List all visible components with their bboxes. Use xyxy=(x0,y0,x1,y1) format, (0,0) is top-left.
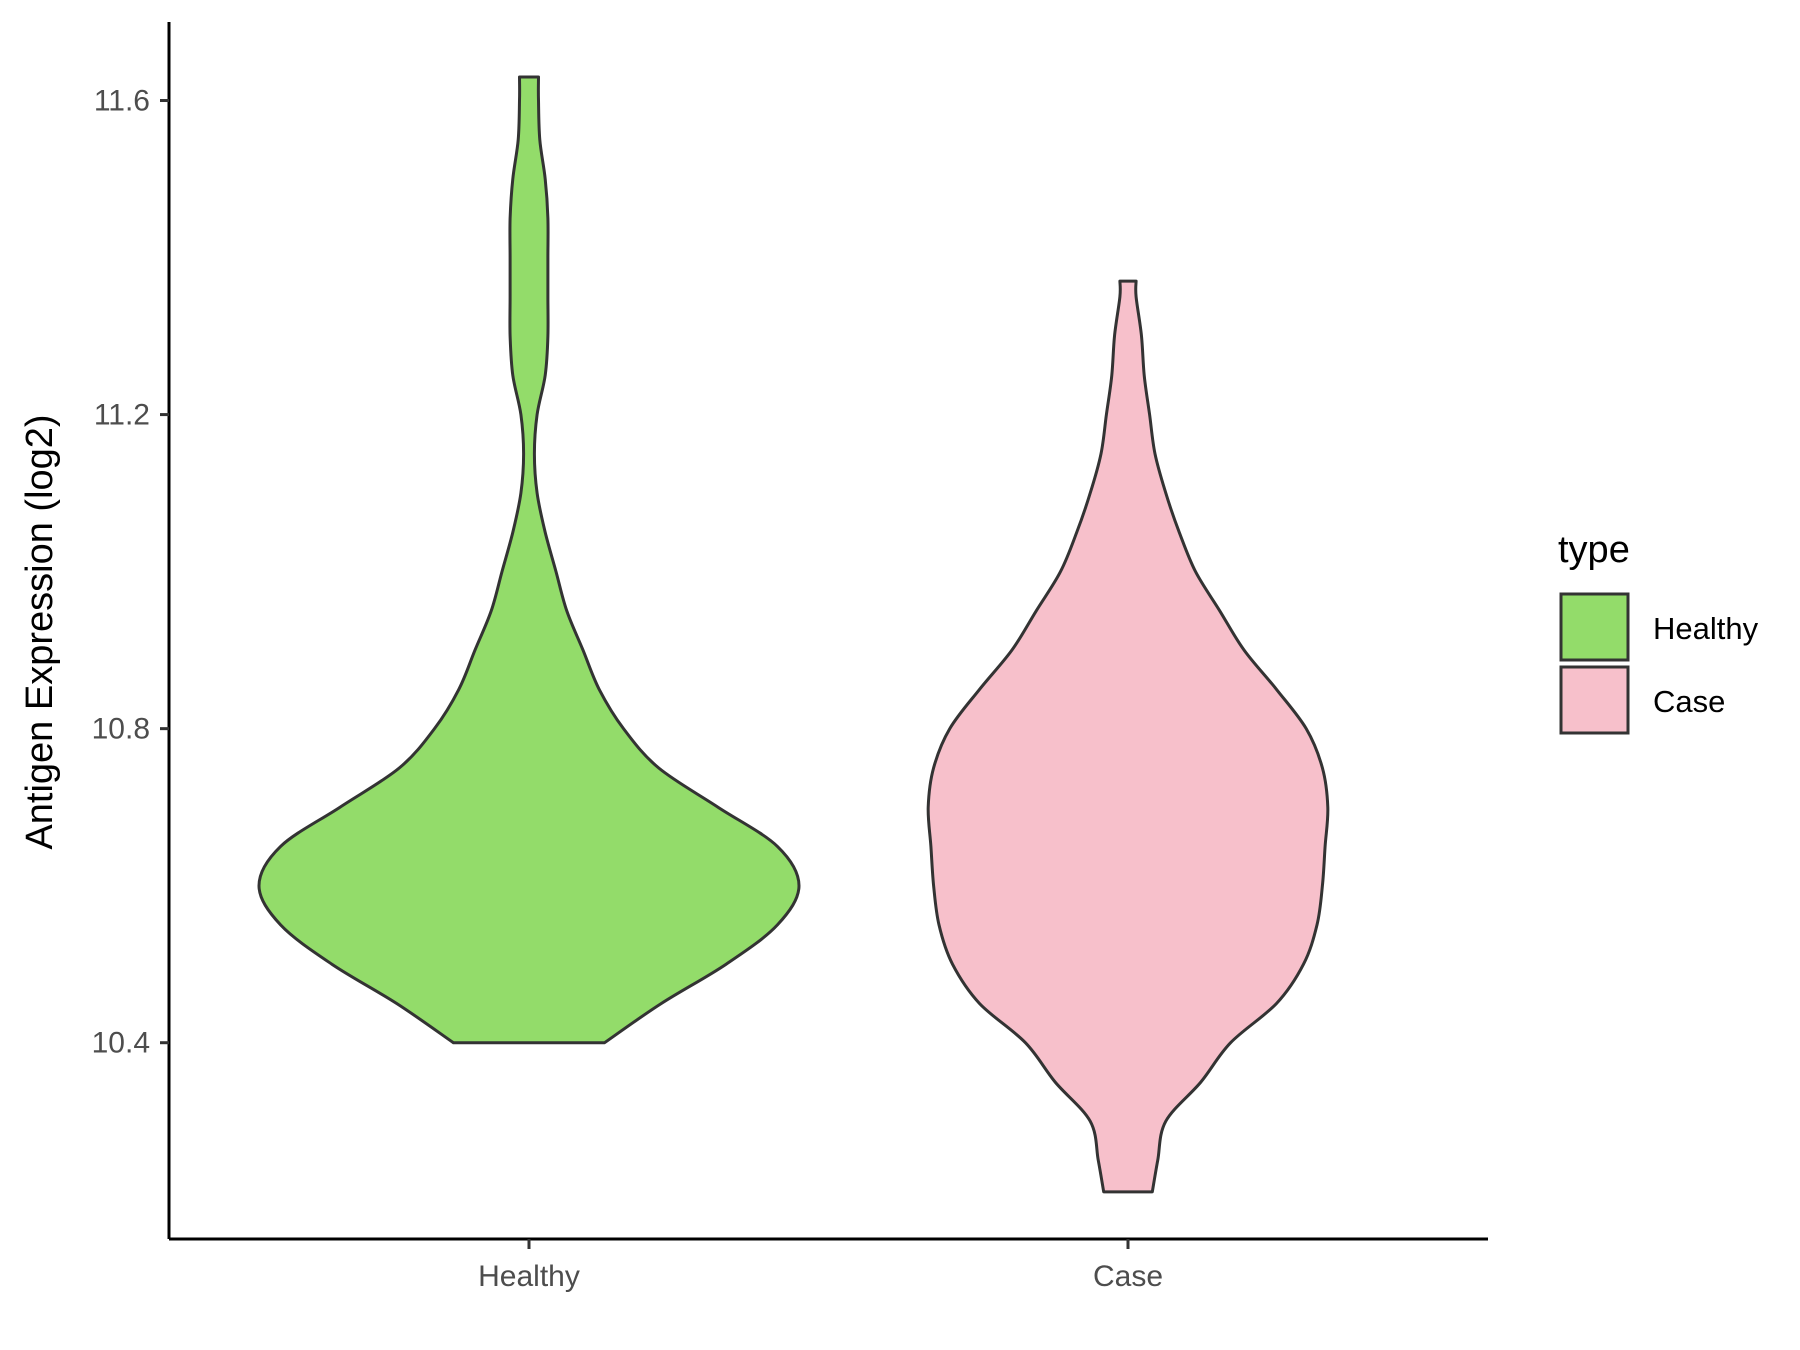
x-tick-label: Healthy xyxy=(478,1260,580,1293)
violin-healthy xyxy=(257,75,801,1045)
y-tick-label: 10.4 xyxy=(92,1027,150,1060)
legend-key-healthy xyxy=(1559,592,1630,662)
y-tick-label: 11.2 xyxy=(94,399,150,432)
x-ticks: Healthy Case xyxy=(478,1239,1163,1293)
legend-label-healthy: Healthy xyxy=(1653,611,1759,646)
y-ticks: 10.4 10.8 11.2 11.6 xyxy=(92,85,169,1060)
legend-key-case xyxy=(1559,665,1630,735)
violin-case xyxy=(926,279,1330,1194)
legend: type Healthy Case xyxy=(1558,529,1759,735)
x-tick-label: Case xyxy=(1093,1260,1163,1293)
violins-layer xyxy=(257,75,1330,1194)
y-axis-title: Antigen Expression (log2) xyxy=(19,414,61,849)
legend-label-case: Case xyxy=(1653,684,1725,719)
y-tick-label: 11.6 xyxy=(94,85,150,118)
y-tick-label: 10.8 xyxy=(92,713,150,746)
legend-title: type xyxy=(1558,529,1630,571)
